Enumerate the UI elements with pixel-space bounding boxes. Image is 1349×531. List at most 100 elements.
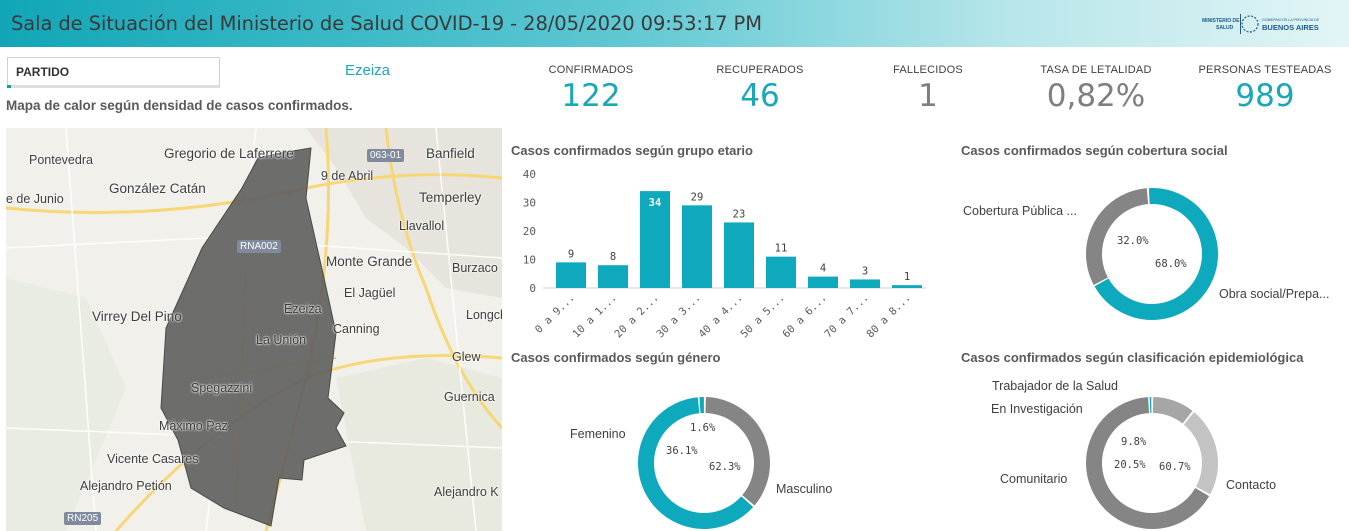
x-tick-label: 50 a 5...: [738, 292, 787, 341]
y-tick-label: 0: [529, 282, 536, 295]
map-place-label: Vicente Casares: [107, 452, 199, 466]
map-place-label: Virrey Del Pino: [92, 309, 182, 324]
epi-slice[interactable]: [1086, 396, 1218, 529]
bar-data-label: 4: [820, 263, 826, 275]
map-place-label: Llavallol: [399, 219, 445, 233]
map-place-label: Monte Grande: [326, 254, 413, 269]
map-place-label: Alejandro Petión: [80, 479, 172, 493]
partido-filter-label: PARTIDO: [16, 65, 70, 79]
gender-pct-label: 36.1%: [666, 445, 698, 457]
map-place-label: Pontevedra: [29, 153, 93, 167]
kpi-confirmados: CONFIRMADOS 122: [511, 64, 671, 114]
age-bar[interactable]: [808, 276, 838, 288]
gender-donut-chart[interactable]: [635, 394, 773, 531]
svg-text:BUENOS AIRES: BUENOS AIRES: [1262, 23, 1319, 32]
kpi-label: TASA DE LETALIDAD: [1040, 64, 1152, 76]
road-badge: RNA002: [237, 240, 281, 253]
epi-chart-title: Casos confirmados según clasificación ep…: [961, 350, 1304, 365]
page-title: Sala de Situación del Ministerio de Salu…: [11, 12, 762, 35]
svg-text:GOBIERNO DE LA PROVINCIA DE: GOBIERNO DE LA PROVINCIA DE: [1262, 18, 1320, 22]
map-place-label: González Catán: [109, 181, 206, 196]
gender-slice[interactable]: [638, 396, 770, 529]
bar-data-label: 9: [568, 248, 574, 260]
bar-data-label: 3: [862, 265, 868, 277]
gender-legend-label: Masculino: [776, 482, 833, 496]
bar-data-label: 29: [691, 191, 704, 203]
y-tick-label: 20: [523, 225, 536, 238]
coverage-legend-label: Obra social/Prepa...: [1219, 287, 1330, 301]
ezeiza-heat-region: [160, 147, 347, 527]
age-bar[interactable]: [556, 262, 586, 288]
bar-data-label: 23: [733, 208, 746, 220]
age-bar[interactable]: [892, 285, 922, 288]
epi-slice[interactable]: [1086, 396, 1218, 529]
age-bar[interactable]: [766, 256, 796, 288]
bar-data-label: 11: [775, 243, 788, 255]
kpi-fallecidos: FALLECIDOS 1: [848, 64, 1008, 114]
epi-legend-label: Contacto: [1226, 478, 1277, 492]
age-bar[interactable]: [850, 279, 880, 288]
age-chart-title: Casos confirmados según grupo etario: [511, 143, 753, 158]
coverage-slice[interactable]: [1074, 176, 1231, 333]
age-bar[interactable]: [640, 191, 670, 288]
coverage-pct-label: 32.0%: [1117, 235, 1149, 247]
epi-legend-label: Trabajador de la Salud: [992, 379, 1119, 393]
kpi-value: 122: [561, 78, 621, 114]
kpi-value: 989: [1235, 78, 1295, 114]
y-tick-label: 30: [523, 197, 536, 210]
map-place-label: Spegazzini: [191, 381, 253, 395]
map-place-label: Máximo Paz: [159, 419, 228, 433]
age-bar[interactable]: [598, 265, 628, 288]
kpi-value: 0,82%: [1046, 78, 1146, 114]
bar-data-label: 1: [904, 271, 910, 283]
x-tick-label: 80 a 8...: [864, 292, 913, 341]
map-place-label: 9 de Abril: [321, 169, 374, 183]
epi-pct-label: 60.7%: [1159, 461, 1191, 473]
partido-filter[interactable]: PARTIDO: [7, 57, 220, 88]
bar-data-label: 34: [649, 197, 662, 209]
map-place-label: Glew: [452, 350, 481, 364]
kpi-label: FALLECIDOS: [893, 64, 963, 76]
kpi-recuperados: RECUPERADOS 46: [680, 64, 840, 114]
epi-legend-label: Comunitario: [1000, 472, 1068, 486]
epi-pct-label: 9.8%: [1121, 436, 1147, 448]
kpi-label: RECUPERADOS: [716, 64, 804, 76]
kpi-label: CONFIRMADOS: [548, 64, 634, 76]
svg-text:SALUD: SALUD: [1216, 25, 1234, 31]
gender-chart-title: Casos confirmados según género: [511, 350, 721, 365]
y-tick-label: 10: [523, 254, 536, 267]
x-tick-label: 40 a 4...: [696, 292, 745, 341]
age-bar[interactable]: [682, 205, 712, 288]
map-place-label: Banfield: [426, 146, 475, 161]
map-place-label: e de Junio: [6, 192, 64, 206]
header-bar: Sala de Situación del Ministerio de Salu…: [0, 0, 1349, 47]
map-place-label: Longch: [466, 308, 502, 322]
gender-legend-label: Femenino: [570, 427, 626, 441]
kpi-value: 46: [740, 78, 780, 114]
coverage-chart-title: Casos confirmados según cobertura social: [961, 143, 1228, 158]
coverage-slice[interactable]: [1074, 176, 1231, 333]
map-place-label: Alejandro K: [434, 485, 499, 499]
epi-legend-label: En Investigación: [991, 402, 1083, 416]
coverage-pct-label: 68.0%: [1155, 258, 1187, 270]
gender-slice[interactable]: [638, 396, 770, 529]
x-tick-label: 0 a 9...: [533, 292, 577, 336]
x-tick-label: 60 a 6...: [780, 292, 829, 341]
map-place-label: Gregorio de Laferrere: [164, 146, 294, 161]
x-tick-label: 30 a 3...: [654, 292, 703, 341]
kpi-tasa-letalidad: TASA DE LETALIDAD 0,82%: [1016, 64, 1176, 114]
coverage-donut-chart[interactable]: [1083, 185, 1221, 323]
epi-slice[interactable]: [1086, 396, 1218, 529]
x-tick-label: 70 a 7...: [822, 292, 871, 341]
epi-donut-chart[interactable]: [1083, 394, 1221, 531]
selected-partido[interactable]: Ezeiza: [345, 62, 391, 79]
heat-map[interactable]: Pontevedra Gregorio de Laferrere Banfiel…: [6, 128, 502, 531]
age-bar[interactable]: [724, 222, 754, 288]
gender-pct-label: 1.6%: [690, 422, 716, 434]
x-tick-label: 20 a 2...: [612, 292, 661, 341]
gender-pct-label: 62.3%: [709, 461, 741, 473]
map-place-label: Burzaco: [452, 261, 498, 275]
partido-selection-indicator: [7, 85, 11, 88]
road-badge: RN205: [64, 512, 102, 525]
